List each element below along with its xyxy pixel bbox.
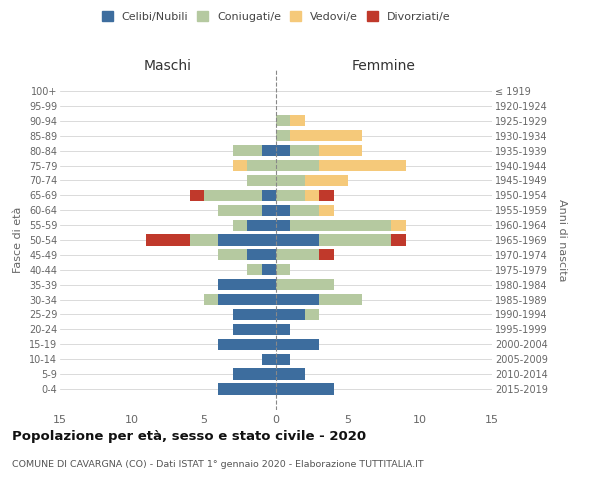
Text: COMUNE DI CAVARGNA (CO) - Dati ISTAT 1° gennaio 2020 - Elaborazione TUTTITALIA.I: COMUNE DI CAVARGNA (CO) - Dati ISTAT 1° … (12, 460, 424, 469)
Bar (233, 309, 276, 320)
Bar (233, 145, 262, 156)
Bar (218, 250, 247, 260)
Bar (276, 190, 305, 201)
Bar (276, 309, 305, 320)
Bar (319, 250, 334, 260)
Bar (276, 338, 319, 350)
Bar (262, 190, 276, 201)
Bar (276, 234, 319, 246)
Bar (305, 175, 348, 186)
Bar (218, 294, 276, 305)
Bar (218, 204, 262, 216)
Bar (204, 294, 218, 305)
Bar (190, 190, 204, 201)
Text: Maschi: Maschi (144, 59, 192, 73)
Bar (305, 309, 319, 320)
Y-axis label: Fasce di età: Fasce di età (13, 207, 23, 273)
Bar (319, 294, 362, 305)
Bar (319, 160, 406, 171)
Bar (276, 204, 290, 216)
Bar (146, 234, 190, 246)
Bar (276, 384, 334, 394)
Bar (262, 264, 276, 276)
Legend: Celibi/Nubili, Coniugati/e, Vedovi/e, Divorziati/e: Celibi/Nubili, Coniugati/e, Vedovi/e, Di… (98, 8, 454, 25)
Bar (319, 190, 334, 201)
Bar (233, 324, 276, 335)
Y-axis label: Anni di nascita: Anni di nascita (557, 198, 567, 281)
Bar (319, 145, 362, 156)
Bar (276, 354, 290, 365)
Bar (218, 279, 276, 290)
Bar (276, 294, 319, 305)
Bar (391, 220, 406, 230)
Bar (290, 145, 319, 156)
Bar (247, 220, 276, 230)
Bar (276, 130, 290, 141)
Bar (204, 190, 262, 201)
Bar (319, 234, 391, 246)
Bar (262, 145, 276, 156)
Bar (290, 130, 362, 141)
Bar (290, 204, 319, 216)
Bar (276, 145, 290, 156)
Bar (247, 264, 262, 276)
Bar (247, 175, 276, 186)
Bar (276, 324, 290, 335)
Bar (290, 220, 391, 230)
Bar (276, 115, 290, 126)
Bar (247, 250, 276, 260)
Bar (276, 175, 305, 186)
Bar (218, 338, 276, 350)
Bar (218, 384, 276, 394)
Bar (276, 264, 290, 276)
Bar (233, 368, 276, 380)
Bar (305, 190, 319, 201)
Bar (276, 279, 334, 290)
Bar (247, 160, 276, 171)
Bar (233, 220, 247, 230)
Bar (276, 220, 290, 230)
Bar (233, 160, 247, 171)
Bar (262, 354, 276, 365)
Bar (262, 204, 276, 216)
Text: Femmine: Femmine (352, 59, 416, 73)
Bar (276, 368, 305, 380)
Bar (391, 234, 406, 246)
Bar (319, 204, 334, 216)
Bar (290, 115, 305, 126)
Bar (276, 160, 319, 171)
Text: Popolazione per età, sesso e stato civile - 2020: Popolazione per età, sesso e stato civil… (12, 430, 366, 443)
Bar (276, 250, 319, 260)
Bar (190, 234, 218, 246)
Bar (218, 234, 276, 246)
